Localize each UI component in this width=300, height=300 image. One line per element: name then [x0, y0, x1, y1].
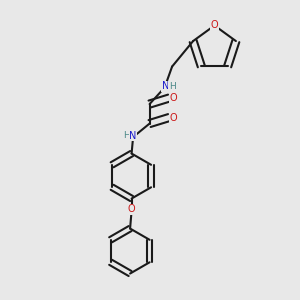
Text: N: N	[161, 81, 169, 91]
Text: N: N	[129, 130, 137, 140]
Text: O: O	[170, 112, 177, 122]
Text: H: H	[123, 131, 130, 140]
Text: H: H	[169, 82, 176, 91]
Text: O: O	[170, 93, 177, 103]
Text: O: O	[211, 20, 218, 31]
Text: O: O	[128, 204, 135, 214]
